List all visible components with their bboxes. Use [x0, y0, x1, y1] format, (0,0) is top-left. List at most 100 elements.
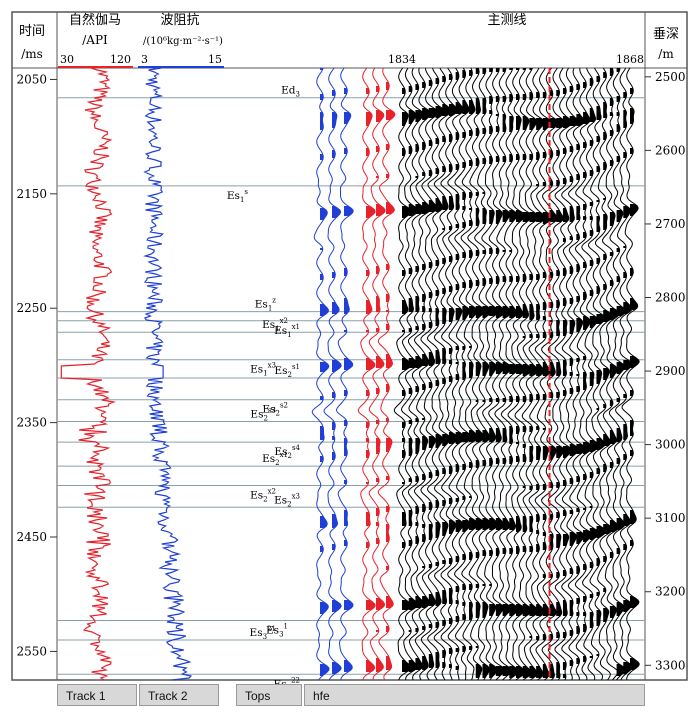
- depth-tick-label: 2500: [655, 70, 686, 84]
- trace-fill-lobe: [332, 452, 336, 460]
- trace-fill-lobe: [448, 664, 452, 668]
- seismic-trace: [413, 67, 432, 681]
- trace-fill-lobe: [344, 540, 348, 546]
- trace-fill-lobe: [529, 274, 533, 280]
- trace-fill-lobe: [529, 604, 539, 616]
- trace-fill-lobe: [408, 630, 412, 632]
- trace-fill-lobe: [495, 362, 505, 374]
- trace-fill-lobe: [386, 626, 390, 632]
- seismic-trace: [420, 67, 439, 681]
- trace-fill-lobe: [603, 368, 610, 380]
- depth-axis-unit: /m: [658, 47, 674, 61]
- trace-fill-lobe: [509, 396, 513, 402]
- trace-fill-lobe: [509, 116, 514, 132]
- trace-fill-lobe: [448, 164, 453, 172]
- trace-fill-lobe: [616, 664, 626, 676]
- trace-fill-lobe: [583, 292, 587, 300]
- trace-fill-lobe: [462, 520, 471, 532]
- seismic-trace: [614, 67, 633, 681]
- trace-fill-lobe: [630, 510, 637, 524]
- top-labels: Ed3Es1sEs1zEs1x1Es1x2Es1x3Es2s1Es2s2Es2s…: [227, 85, 301, 693]
- trace-fill-lobe: [386, 596, 394, 608]
- trace-fill-lobe: [616, 156, 620, 162]
- tab-tops[interactable]: Tops: [236, 684, 302, 706]
- trace-fill-lobe: [589, 202, 593, 206]
- trace-fill-lobe: [475, 552, 479, 558]
- trace-fill-lobe: [402, 542, 406, 548]
- trace-fill-lobe: [442, 308, 447, 324]
- trace-fill-lobe: [576, 374, 579, 376]
- trace-fill-lobe: [462, 162, 466, 168]
- trace-fill-lobe: [556, 90, 560, 96]
- trace-fill-lobe: [462, 222, 466, 228]
- trace-fill-lobe: [376, 204, 386, 216]
- tab-track2[interactable]: Track 2: [139, 684, 219, 706]
- trace-fill-lobe: [422, 504, 426, 512]
- trace-fill-lobe: [415, 356, 424, 368]
- trace-fill-lobe: [489, 248, 493, 254]
- trace-fill-lobe: [475, 98, 481, 114]
- trace-fill-lobe: [475, 128, 480, 136]
- trace-fill-lobe: [455, 498, 459, 502]
- trace-fill-lobe: [442, 228, 445, 230]
- trace-fill-lobe: [422, 474, 426, 480]
- trace-fill-lobe: [569, 146, 573, 152]
- synthetic-trace-red: [357, 67, 376, 681]
- trace-fill-lobe: [402, 88, 406, 94]
- trace-fill-lobe: [502, 68, 506, 72]
- trace-fill-lobe: [344, 148, 348, 154]
- trace-fill-lobe: [475, 306, 485, 318]
- trace-fill-lobe: [556, 180, 560, 186]
- trace-fill-lobe: [583, 624, 587, 632]
- trace-fill-lobe: [442, 662, 446, 668]
- trace-fill-lobe: [415, 326, 419, 330]
- trace-fill-lobe: [616, 428, 622, 442]
- trace-fill-lobe: [630, 540, 634, 546]
- trace-fill-lobe: [596, 438, 605, 450]
- trace-fill-lobe: [495, 428, 502, 442]
- trace-fill-lobe: [402, 300, 408, 314]
- trace-fill-lobe: [495, 126, 500, 132]
- tab-hfe[interactable]: hfe: [304, 684, 645, 706]
- trace-fill-lobe: [462, 614, 466, 620]
- trace-fill-lobe: [569, 86, 573, 92]
- trace-fill-lobe: [482, 400, 486, 402]
- trace-fill-lobe: [408, 660, 417, 672]
- trace-fill-lobe: [529, 636, 532, 638]
- trace-fill-lobe: [422, 524, 425, 528]
- trace-fill-lobe: [408, 388, 412, 394]
- trace-fill-lobe: [462, 646, 466, 652]
- tab-track1[interactable]: Track 1: [57, 684, 137, 706]
- trace-fill-lobe: [583, 262, 587, 268]
- trace-fill-lobe: [536, 530, 539, 534]
- trace-fill-lobe: [562, 148, 567, 154]
- trace-fill-lobe: [576, 386, 580, 392]
- trace-fill-lobe: [489, 604, 496, 616]
- depth-tick-label: 2800: [655, 291, 686, 305]
- trace-fill-lobe: [576, 264, 580, 272]
- trace-fill-lobe: [536, 666, 544, 678]
- trace-fill-lobe: [536, 92, 540, 98]
- trace-fill-lobe: [435, 434, 444, 448]
- trace-fill-lobe: [556, 270, 560, 276]
- formation-top-label: Es1x3: [250, 362, 276, 378]
- trace-fill-lobe: [435, 350, 441, 364]
- trace-fill-lobe: [402, 112, 409, 126]
- trace-fill-lobe: [616, 548, 620, 554]
- trace-fill-lobe: [366, 88, 370, 94]
- time-tick-label: 2150: [16, 187, 47, 201]
- trace-fill-lobe: [576, 296, 580, 302]
- trace-fill-lobe: [455, 346, 459, 350]
- trace-fill-lobe: [448, 196, 454, 210]
- trace-fill-lobe: [469, 160, 473, 166]
- trace-fill-lobe: [583, 530, 592, 542]
- trace-fill-lobe: [455, 308, 462, 320]
- trace-fill-lobe: [469, 362, 474, 378]
- trace-fill-lobe: [630, 148, 634, 154]
- trace-fill-lobe: [475, 602, 481, 618]
- trace-fill-lobe: [408, 510, 412, 526]
- trace-fill-lobe: [462, 132, 466, 138]
- trace-fill-lobe: [422, 172, 425, 176]
- trace-fill-lobe: [516, 426, 520, 434]
- formation-top-label: Ed3: [281, 85, 300, 99]
